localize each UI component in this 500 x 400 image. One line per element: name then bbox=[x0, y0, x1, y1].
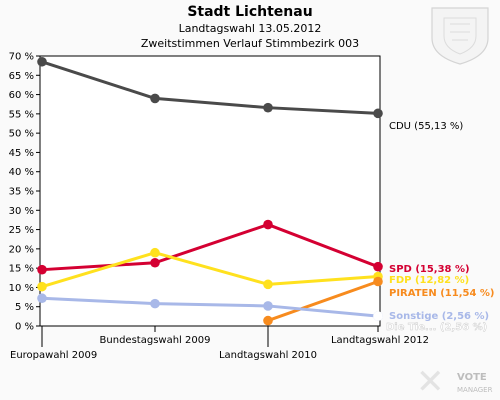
x-tick-label: Europawahl 2009 bbox=[10, 350, 97, 361]
svg-text:✕: ✕ bbox=[416, 362, 445, 400]
y-axis: 0 % 5 % 10 % 15 % 20 % 25 % 30 % 35 % 40 % 45 % 50… bbox=[9, 52, 40, 333]
x-tick-label: Landtagswahl 2010 bbox=[219, 350, 317, 361]
series-line-sonstige bbox=[40, 296, 380, 318]
logo-word-vote: VOTE bbox=[457, 372, 487, 383]
data-point-spd bbox=[373, 261, 383, 272]
data-point-sonstige bbox=[263, 301, 273, 311]
y-tick-label: 70 % bbox=[9, 52, 34, 63]
data-point-cdu bbox=[373, 108, 383, 119]
y-tick-label: 25 % bbox=[9, 225, 34, 236]
data-point-fdp bbox=[150, 247, 160, 258]
end-label-piraten: PIRATEN (11,54 %) bbox=[389, 288, 495, 299]
data-point-fdp bbox=[263, 279, 273, 290]
chart-subtitle: Landtagswahl 13.05.2012 bbox=[178, 22, 322, 35]
y-tick-label: 0 % bbox=[15, 322, 34, 333]
data-point-sonstige bbox=[37, 293, 47, 304]
chart-title: Stadt Lichtenau bbox=[187, 4, 313, 20]
plot-area bbox=[39, 55, 381, 327]
data-point-piraten bbox=[263, 315, 273, 326]
x-tick-label: Bundestagswahl 2009 bbox=[100, 335, 211, 346]
data-point-sonstige bbox=[150, 298, 160, 309]
data-point-spd bbox=[150, 257, 160, 268]
coat-of-arms-icon bbox=[431, 7, 489, 65]
data-point-spd bbox=[263, 219, 273, 230]
series-line-cdu bbox=[40, 60, 380, 115]
y-tick-label: 45 % bbox=[9, 148, 34, 159]
series-line-spd bbox=[40, 223, 380, 272]
x-tick-label: Landtagswahl 2012 bbox=[331, 335, 429, 346]
y-tick-label: 35 % bbox=[9, 187, 34, 198]
series-lines bbox=[37, 56, 383, 326]
vote-manager-logo: ✕ VOTE MANAGER bbox=[416, 362, 493, 400]
end-label-sonstige: Sonstige (2,56 %) bbox=[389, 311, 489, 322]
y-tick-label: 60 % bbox=[9, 90, 34, 101]
y-tick-label: 15 % bbox=[9, 264, 34, 275]
chart-subtitle-secondary: Zweitstimmen Verlauf Stimmbezirk 003 bbox=[140, 37, 360, 50]
y-tick-label: 30 % bbox=[9, 206, 34, 217]
series-line-fdp bbox=[40, 251, 380, 289]
y-tick-label: 65 % bbox=[9, 71, 34, 82]
data-point-cdu bbox=[150, 93, 160, 104]
series-line-piraten bbox=[266, 279, 380, 323]
y-tick-label: 5 % bbox=[15, 302, 34, 313]
y-tick-label: 50 % bbox=[9, 129, 34, 140]
y-tick-label: 40 % bbox=[9, 167, 34, 178]
data-point-cdu bbox=[263, 102, 273, 113]
data-point-spd bbox=[37, 264, 47, 275]
y-tick-label: 20 % bbox=[9, 244, 34, 255]
y-tick-label: 10 % bbox=[9, 283, 34, 294]
data-point-die-tie bbox=[373, 311, 383, 321]
logo-word-manager: MANAGER bbox=[457, 386, 493, 394]
series-end-labels: CDU (55,13 %) SPD (15,38 %)FDP (12,82 %) P… bbox=[386, 121, 495, 333]
data-point-piraten bbox=[373, 276, 383, 287]
end-label-die-tie: Die Tie... (2,56 %) bbox=[386, 322, 487, 333]
data-point-cdu bbox=[37, 56, 47, 67]
end-label-fdp: FDP (12,82 %) bbox=[389, 275, 469, 286]
end-label-cdu: CDU (55,13 %) bbox=[389, 121, 463, 132]
end-label-spd: SPD (15,38 %) bbox=[389, 264, 470, 275]
y-tick-label: 55 % bbox=[9, 109, 34, 120]
data-point-fdp bbox=[37, 281, 47, 292]
